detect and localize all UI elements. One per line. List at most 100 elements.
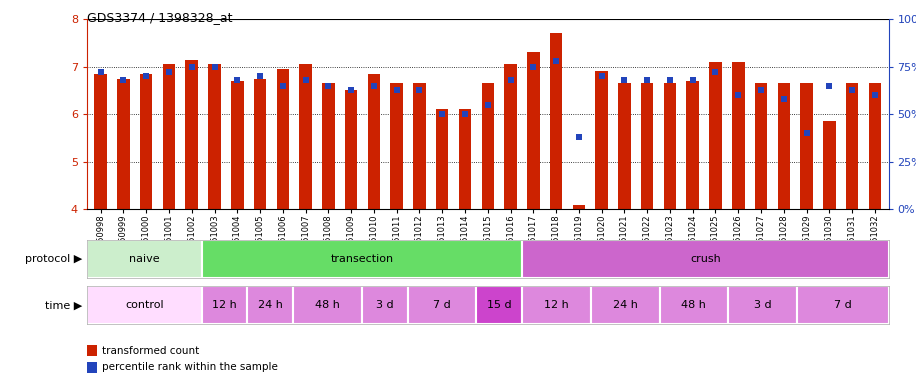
Bar: [755, 83, 768, 209]
Bar: [686, 81, 699, 209]
Bar: [459, 109, 471, 209]
Bar: [408, 286, 476, 324]
Point: [161, 70, 176, 76]
Bar: [202, 240, 522, 278]
Text: 48 h: 48 h: [315, 300, 340, 310]
Text: time ▶: time ▶: [45, 300, 82, 310]
Point: [435, 111, 450, 118]
Point: [253, 73, 267, 79]
Point: [276, 83, 290, 89]
Bar: [709, 62, 722, 209]
Bar: [87, 286, 202, 324]
Bar: [140, 74, 152, 209]
Point: [617, 77, 632, 83]
Point: [777, 96, 791, 102]
Text: transection: transection: [331, 254, 393, 264]
Bar: [660, 286, 728, 324]
Bar: [797, 286, 889, 324]
Text: protocol ▶: protocol ▶: [25, 254, 82, 264]
Bar: [845, 83, 858, 209]
Bar: [482, 83, 494, 209]
Point: [230, 77, 245, 83]
Point: [594, 73, 609, 79]
Text: naive: naive: [129, 254, 159, 264]
Point: [708, 70, 723, 76]
Point: [526, 64, 540, 70]
Point: [116, 77, 131, 83]
Text: GDS3374 / 1398328_at: GDS3374 / 1398328_at: [87, 12, 233, 25]
Bar: [202, 286, 247, 324]
Point: [754, 86, 769, 93]
Bar: [868, 83, 881, 209]
Bar: [732, 62, 745, 209]
Bar: [823, 121, 835, 209]
Point: [344, 86, 358, 93]
Bar: [505, 65, 517, 209]
Bar: [591, 286, 660, 324]
Text: percentile rank within the sample: percentile rank within the sample: [103, 362, 278, 372]
Bar: [572, 205, 585, 209]
Bar: [300, 65, 311, 209]
Bar: [322, 83, 334, 209]
Bar: [778, 83, 790, 209]
Text: 48 h: 48 h: [682, 300, 706, 310]
Bar: [436, 109, 449, 209]
Bar: [231, 81, 244, 209]
Bar: [362, 286, 408, 324]
Bar: [522, 286, 591, 324]
Point: [549, 58, 563, 64]
Point: [184, 64, 199, 70]
Point: [207, 64, 222, 70]
Point: [800, 130, 814, 136]
Bar: [390, 83, 403, 209]
Bar: [87, 362, 97, 373]
Point: [867, 92, 882, 98]
Point: [685, 77, 700, 83]
Point: [93, 70, 108, 76]
Bar: [94, 74, 107, 209]
Bar: [163, 65, 175, 209]
Text: 24 h: 24 h: [257, 300, 283, 310]
Point: [458, 111, 473, 118]
Point: [321, 83, 335, 89]
Bar: [664, 83, 676, 209]
Point: [822, 83, 836, 89]
Bar: [208, 65, 221, 209]
Bar: [527, 53, 540, 209]
Text: 12 h: 12 h: [544, 300, 569, 310]
Text: 7 d: 7 d: [834, 300, 852, 310]
Point: [572, 134, 586, 140]
Bar: [413, 83, 426, 209]
Text: control: control: [125, 300, 164, 310]
Text: 7 d: 7 d: [433, 300, 451, 310]
Point: [640, 77, 655, 83]
Point: [845, 86, 859, 93]
Bar: [522, 240, 889, 278]
Point: [412, 86, 427, 93]
Bar: [728, 286, 797, 324]
Point: [662, 77, 677, 83]
Bar: [293, 286, 362, 324]
Bar: [87, 345, 97, 356]
Bar: [186, 60, 198, 209]
Bar: [117, 79, 130, 209]
Bar: [595, 71, 608, 209]
Text: 24 h: 24 h: [613, 300, 638, 310]
Bar: [550, 33, 562, 209]
Bar: [247, 286, 293, 324]
Text: 3 d: 3 d: [754, 300, 771, 310]
Point: [299, 77, 313, 83]
Bar: [618, 83, 630, 209]
Bar: [801, 83, 812, 209]
Point: [389, 86, 404, 93]
Text: transformed count: transformed count: [103, 346, 200, 356]
Bar: [641, 83, 653, 209]
Point: [366, 83, 381, 89]
Text: 15 d: 15 d: [487, 300, 511, 310]
Point: [139, 73, 154, 79]
Bar: [345, 91, 357, 209]
Bar: [254, 79, 267, 209]
Point: [480, 102, 495, 108]
Bar: [277, 69, 289, 209]
Text: 3 d: 3 d: [376, 300, 394, 310]
